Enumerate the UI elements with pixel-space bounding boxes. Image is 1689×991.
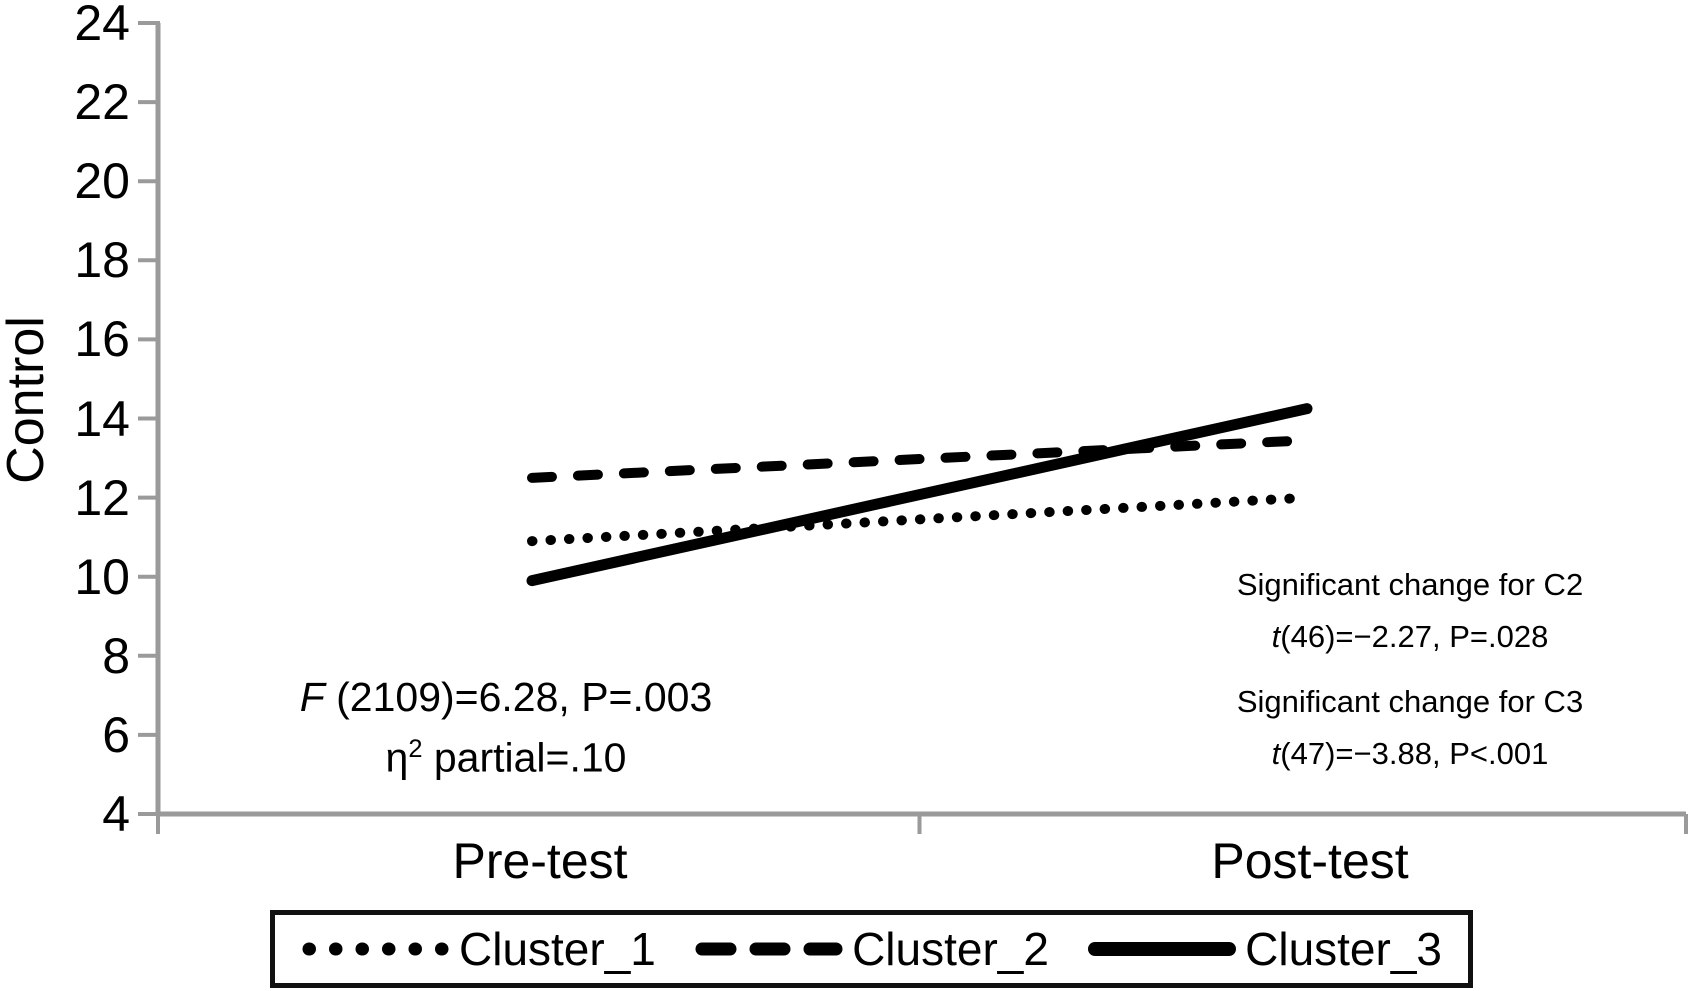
t-test-c2-values: t(46)=−2.27, P=.028	[1237, 611, 1583, 663]
y-tick-label: 6	[102, 706, 130, 763]
legend-sample-solid-line	[1088, 942, 1237, 956]
significant-change-c2-label: Significant change for C2	[1236, 567, 1584, 602]
y-tick-label: 14	[74, 390, 130, 447]
significant-change-c3-label: Significant change for C3	[1236, 684, 1584, 719]
t-statistic-symbol-c2: t	[1271, 619, 1281, 654]
legend-sample-dashed-line	[695, 942, 843, 956]
legend-label-cluster-2: Cluster_2	[852, 923, 1049, 975]
f-statistic-values: (2109)=6.28, P=.003	[324, 674, 713, 720]
eta-symbol: η	[385, 734, 409, 781]
legend-item-cluster-1: Cluster_1	[301, 922, 656, 976]
eta-superscript: 2	[408, 735, 423, 763]
y-tick-label: 4	[102, 786, 130, 842]
ttest-annotation-c2: Significant change for C2 t(46)=−2.27, P…	[1237, 559, 1583, 663]
legend-sample-dotted-line	[302, 942, 450, 956]
y-tick-label: 20	[74, 153, 130, 210]
eta-squared-value: partial=.10	[422, 734, 627, 781]
series-line-cluster_3	[526, 403, 1313, 587]
y-tick-label: 22	[74, 74, 130, 131]
t-test-c3-values: t(47)=−3.88, P<.001	[1237, 728, 1583, 780]
t-statistic-c3: (47)=−3.88, P<.001	[1280, 736, 1549, 771]
anova-f-line: F (2109)=6.28, P=.003	[300, 671, 713, 723]
t-statistic-c2: (46)=−2.27, P=.028	[1280, 619, 1549, 654]
ttest-annotation-c3: Significant change for C3 t(47)=−3.88, P…	[1237, 676, 1583, 780]
legend-label-cluster-1: Cluster_1	[459, 923, 656, 975]
x-tick-label-pretest: Pre-test	[452, 833, 628, 889]
y-tick-label: 10	[74, 548, 130, 605]
eta-squared-line: η2 partial=.10	[300, 723, 713, 784]
legend: Cluster_1 Cluster_2 Cluster_3	[270, 910, 1473, 988]
t-statistic-symbol-c3: t	[1271, 736, 1281, 771]
legend-item-cluster-3: Cluster_3	[1087, 922, 1442, 976]
legend-label-cluster-3: Cluster_3	[1245, 923, 1442, 975]
y-tick-label: 16	[74, 311, 130, 368]
y-tick-label: 18	[74, 232, 130, 289]
y-tick-label: 12	[74, 469, 130, 526]
y-tick-label: 8	[102, 627, 130, 684]
series-line-cluster_1	[527, 492, 1312, 547]
y-tick-label: 24	[74, 0, 130, 51]
x-tick-label-posttest: Post-test	[1211, 833, 1409, 889]
f-statistic-symbol: F	[299, 674, 325, 720]
anova-annotation: F (2109)=6.28, P=.003 η2 partial=.10	[300, 671, 713, 784]
legend-item-cluster-2: Cluster_2	[694, 922, 1049, 976]
series-line-cluster_2	[527, 435, 1312, 483]
